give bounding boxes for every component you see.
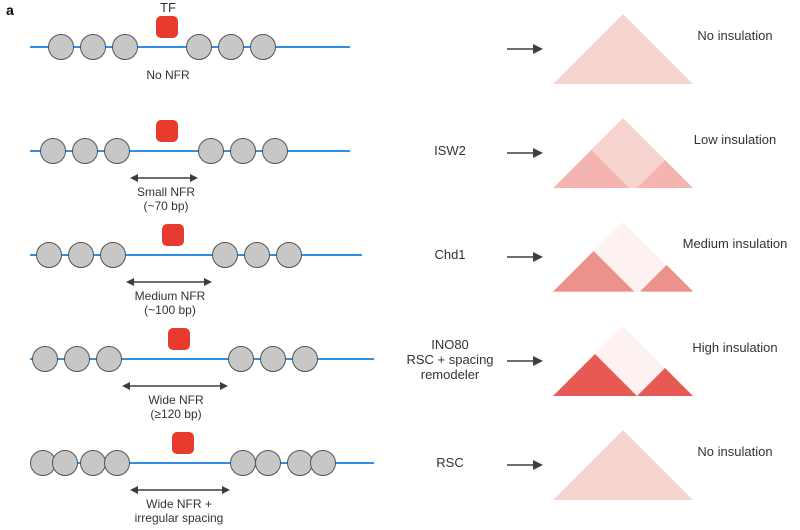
nucleosome xyxy=(186,34,212,60)
nucleosome xyxy=(112,34,138,60)
triangle-sub-right xyxy=(637,368,693,401)
nfr-label: Wide NFR +irregular spacing xyxy=(116,497,242,525)
nucleosome xyxy=(276,242,302,268)
nucleosome xyxy=(230,450,256,476)
insulation-triangle xyxy=(553,326,693,396)
nfr-label: Small NFR(~70 bp) xyxy=(120,185,212,213)
nucleosome xyxy=(40,138,66,164)
remodeler-label: RSC xyxy=(395,456,505,471)
insulation-label: Low insulation xyxy=(680,132,790,147)
nucleosome xyxy=(32,346,58,372)
nucleosome xyxy=(212,242,238,268)
diagram-row: Medium NFR(~100 bp) Chd1 Medium insulatio… xyxy=(0,216,800,321)
diagram-row: TFNo NFR No insulation xyxy=(0,8,800,113)
nucleosome xyxy=(230,138,256,164)
nucleosome xyxy=(198,138,224,164)
triangle-sub-left xyxy=(553,150,630,194)
nucleosome xyxy=(36,242,62,268)
nucleosome xyxy=(262,138,288,164)
insulation-label: High insulation xyxy=(680,340,790,355)
nucleosome xyxy=(80,34,106,60)
nfr-width-arrow xyxy=(130,484,230,498)
nucleosome xyxy=(260,346,286,372)
leads-to-arrow xyxy=(505,458,543,476)
triangle-sub-right xyxy=(637,160,693,193)
nucleosome xyxy=(104,138,130,164)
insulation-label: No insulation xyxy=(680,444,790,459)
nucleosome xyxy=(104,450,130,476)
nucleosome xyxy=(244,242,270,268)
remodeler-label: INO80RSC + spacingremodeler xyxy=(395,338,505,383)
leads-to-arrow xyxy=(505,146,543,164)
nucleosome xyxy=(292,346,318,372)
insulation-triangle xyxy=(553,14,693,84)
tf-block xyxy=(156,120,178,142)
tf-block xyxy=(168,328,190,350)
nucleosome xyxy=(255,450,281,476)
triangle-bg xyxy=(553,430,693,505)
nucleosome xyxy=(250,34,276,60)
diagram-row: Wide NFR(≥120 bp) INO80RSC + spacingremod… xyxy=(0,320,800,425)
tf-block xyxy=(156,16,178,38)
insulation-label: No insulation xyxy=(680,28,790,43)
tf-block xyxy=(162,224,184,246)
nucleosome xyxy=(68,242,94,268)
diagram-row: Wide NFR +irregular spacing RSC No insula… xyxy=(0,424,800,529)
remodeler-label: Chd1 xyxy=(395,248,505,263)
insulation-label: Medium insulation xyxy=(680,236,790,251)
insulation-triangle xyxy=(553,430,693,500)
tf-label: TF xyxy=(160,0,176,15)
leads-to-arrow xyxy=(505,354,543,372)
triangle-bg xyxy=(553,14,693,89)
nucleosome xyxy=(310,450,336,476)
leads-to-arrow xyxy=(505,250,543,268)
remodeler-label: ISW2 xyxy=(395,144,505,159)
nfr-width-arrow xyxy=(122,380,228,394)
nfr-width-arrow xyxy=(126,276,212,290)
diagram-row: Small NFR(~70 bp) ISW2 Low insulation xyxy=(0,112,800,217)
insulation-triangle xyxy=(553,118,693,188)
triangle-sub-left xyxy=(553,251,634,297)
nfr-label: No NFR xyxy=(128,68,208,82)
nfr-width-arrow xyxy=(130,172,198,186)
tf-block xyxy=(172,432,194,454)
leads-to-arrow xyxy=(505,42,543,60)
nucleosome xyxy=(52,450,78,476)
triangle-sub-right xyxy=(640,265,693,297)
nucleosome xyxy=(80,450,106,476)
nucleosome xyxy=(72,138,98,164)
nfr-label: Medium NFR(~100 bp) xyxy=(120,289,220,317)
nucleosome xyxy=(48,34,74,60)
nucleosome xyxy=(96,346,122,372)
nucleosome xyxy=(228,346,254,372)
nucleosome xyxy=(100,242,126,268)
nucleosome xyxy=(218,34,244,60)
nfr-label: Wide NFR(≥120 bp) xyxy=(126,393,226,421)
nucleosome xyxy=(64,346,90,372)
triangle-sub-left xyxy=(553,354,637,401)
insulation-triangle xyxy=(553,222,693,292)
